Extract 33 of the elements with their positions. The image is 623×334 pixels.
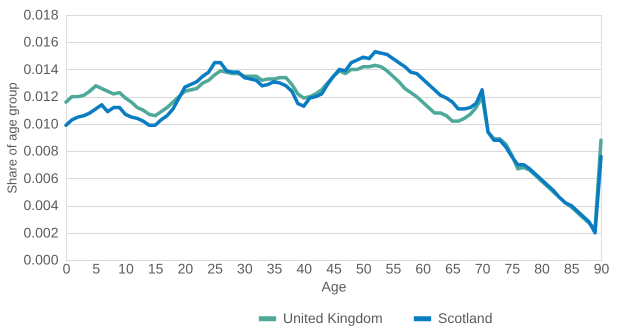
x-tick-label: 50	[356, 260, 372, 276]
x-axis-title: Age	[322, 278, 347, 294]
x-tick-label: 60	[415, 260, 432, 276]
y-tick-label: 0.006	[23, 170, 59, 186]
x-tick-label: 35	[266, 260, 283, 276]
y-tick-label: 0.012	[23, 88, 59, 104]
legend-label: Scotland	[438, 310, 492, 326]
x-tick-label: 55	[386, 260, 402, 276]
y-tick-label: 0.018	[23, 6, 59, 22]
y-axis-title: Share of age group	[4, 82, 20, 194]
y-tick-label: 0.000	[23, 252, 59, 268]
y-tick-label: 0.016	[23, 34, 59, 50]
x-tick-label: 70	[474, 260, 491, 276]
x-tick-label: 15	[148, 260, 164, 276]
x-tick-label: 45	[326, 260, 342, 276]
y-tick-label: 0.002	[23, 224, 59, 240]
x-tick-label: 30	[237, 260, 253, 276]
x-tick-label: 25	[207, 260, 224, 276]
x-tick-label: 85	[564, 260, 580, 276]
x-tick-label: 75	[504, 260, 520, 276]
legend-label: United Kingdom	[283, 310, 383, 326]
y-tick-label: 0.014	[23, 60, 59, 77]
x-tick-label: 80	[534, 260, 550, 276]
x-tick-label: 5	[92, 260, 100, 276]
y-tick-label: 0.008	[23, 142, 59, 159]
x-tick-label: 40	[296, 260, 312, 276]
x-tick-label: 10	[118, 260, 134, 276]
x-tick-label: 90	[594, 260, 610, 276]
x-tick-label: 20	[178, 260, 194, 276]
x-tick-label: 65	[445, 260, 461, 276]
y-tick-label: 0.010	[23, 115, 59, 132]
x-tick-label: 0	[62, 260, 71, 276]
y-tick-label: 0.004	[23, 197, 59, 214]
